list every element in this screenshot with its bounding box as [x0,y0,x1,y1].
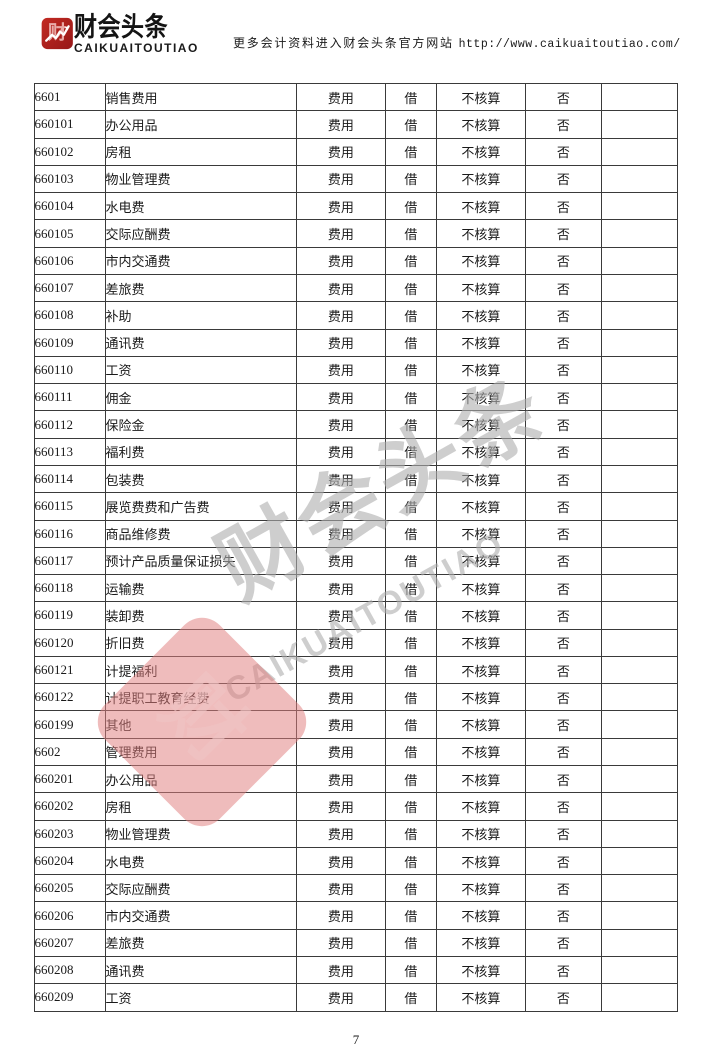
svg-text:财: 财 [46,20,66,42]
